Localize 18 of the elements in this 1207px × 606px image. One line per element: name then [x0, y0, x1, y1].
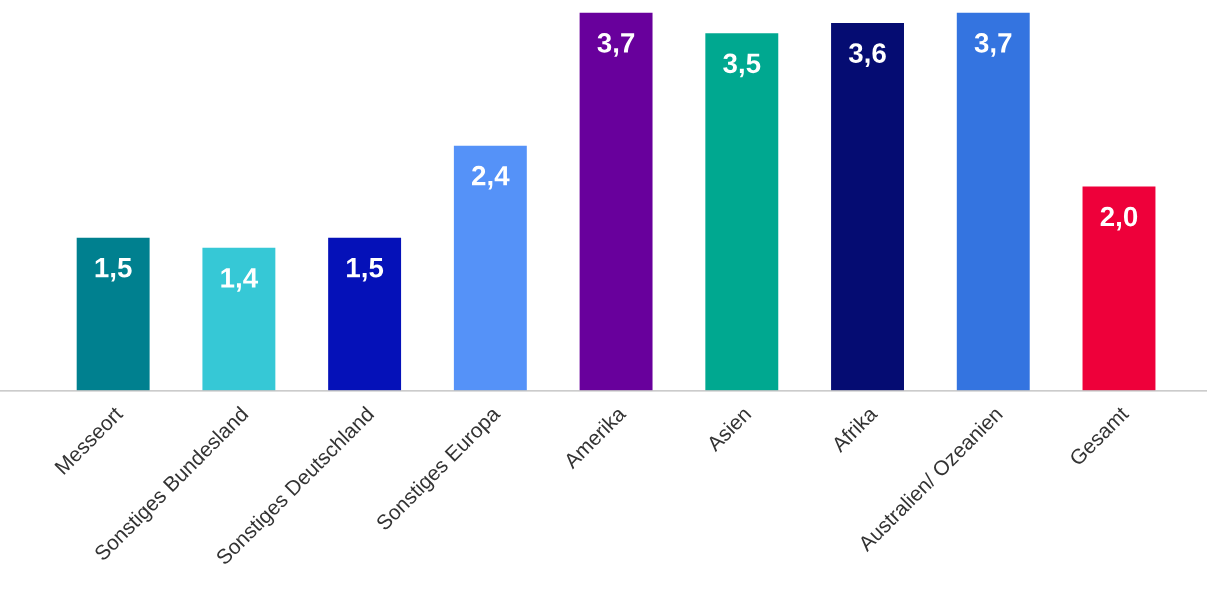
- data-label: 3,6: [848, 43, 886, 67]
- bar: [956, 12, 1030, 391]
- bar: [705, 33, 779, 391]
- data-label: 1,5: [347, 258, 384, 282]
- data-label: 1,5: [95, 258, 132, 282]
- data-label: 2,0: [1100, 206, 1138, 231]
- data-label: 3,5: [723, 53, 761, 78]
- bar: [202, 247, 276, 391]
- data-label: 3,7: [974, 33, 1012, 57]
- bar: [328, 237, 402, 391]
- bar: [579, 12, 653, 391]
- data-label: 3,7: [597, 33, 635, 57]
- data-label: 1,4: [221, 268, 259, 292]
- bar: [453, 145, 527, 391]
- data-label: 2,4: [472, 165, 510, 190]
- bar: [831, 23, 904, 391]
- bar: [76, 237, 150, 391]
- bar: [1082, 186, 1156, 391]
